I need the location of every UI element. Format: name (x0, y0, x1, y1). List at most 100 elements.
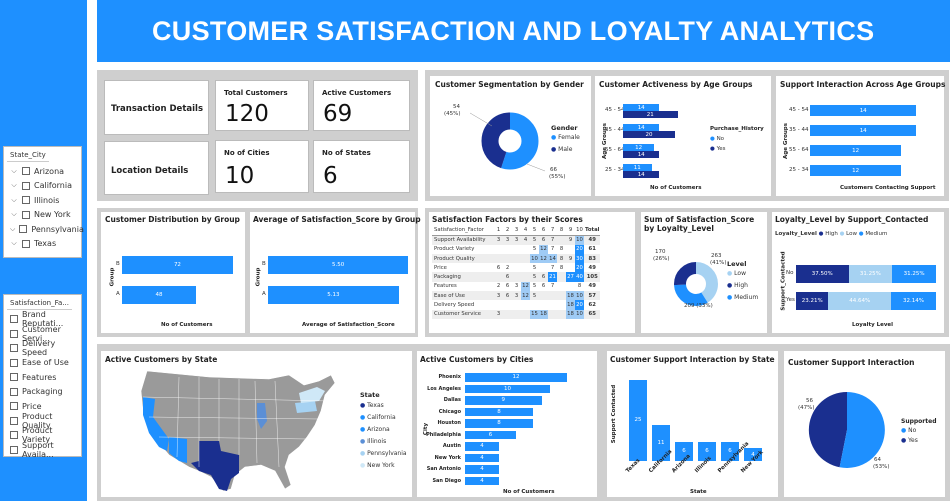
chevron-icon[interactable]: ⌵ (11, 239, 17, 248)
bar: 6 (465, 430, 516, 439)
table-cell: 7 (550, 264, 555, 271)
slicer-item[interactable]: Packaging (4, 385, 81, 400)
table-cell (494, 272, 503, 281)
table-cell: 4 (523, 237, 528, 244)
header-banner: CUSTOMER SATISFACTION AND LOYALTY ANALYT… (97, 0, 950, 62)
support-state-chart: Customer Support Interaction by State Su… (607, 351, 778, 497)
factors-table: Satisfaction_Factor 1 2 3 4 5 6 7 8 9 10 Total Suppo… (432, 226, 601, 319)
slicer-item[interactable]: Support Availa... (4, 441, 81, 459)
slicer-item[interactable]: ⌵ Illinois (4, 193, 81, 208)
slicer-item[interactable]: Product Variety (4, 426, 81, 444)
slicer-item[interactable]: ⌵ New York (4, 208, 81, 223)
checkbox[interactable] (10, 387, 18, 396)
slicer-item[interactable]: Brand Reputati... (4, 310, 81, 328)
slicer-item[interactable]: ⌵ California (4, 179, 81, 194)
us-map (140, 370, 336, 492)
legend-female-label: Female (558, 134, 580, 141)
slicer-item[interactable]: Features (4, 370, 81, 385)
checkbox[interactable] (22, 167, 30, 176)
row-label: Product Variety (434, 246, 475, 253)
checkbox[interactable] (22, 239, 30, 248)
table-cell: 18 (566, 309, 575, 319)
checkbox[interactable] (10, 402, 18, 411)
cities-chart: Active Customers by Cities City Phoenix 1… (417, 351, 597, 497)
chevron-icon[interactable]: ⌵ (10, 224, 16, 233)
slicer-item[interactable]: Product Quality (4, 412, 81, 430)
slicer-item[interactable]: Ease of Use (4, 356, 81, 371)
legend-item: ● New York (360, 462, 395, 469)
table-cell (494, 300, 503, 309)
legend-title: Supported (901, 418, 937, 425)
slicer-item[interactable]: Price (4, 399, 81, 414)
row-label: Price (434, 264, 447, 271)
table-cell: 3 (496, 292, 501, 299)
bar-value: 20 (645, 131, 653, 138)
slicer-item[interactable]: ⌵ Arizona (4, 164, 81, 179)
chevron-icon[interactable]: ⌵ (11, 195, 17, 204)
checkbox[interactable] (19, 225, 28, 234)
checkbox[interactable] (10, 431, 18, 440)
state-city-slicer[interactable]: State_City ⌵ Arizona ⌵ California ⌵ Illinois ⌵… (3, 146, 84, 258)
row-total: 49 (588, 237, 596, 244)
slicer-item[interactable]: Customer Servi... (4, 325, 81, 343)
slicer-item[interactable]: ⌵ Pennsylvania (4, 222, 84, 237)
row-total: 61 (588, 246, 596, 253)
table-cell: 9 (568, 237, 573, 244)
checkbox[interactable] (22, 181, 30, 190)
table-row: Product Quality 10 12 14 8 9 30 83 (432, 253, 601, 264)
row-label: Delivery Speed (434, 302, 475, 309)
legend-medium: ● Medium (727, 294, 759, 301)
chevron-icon[interactable]: ⌵ (11, 210, 17, 219)
bar-value: 11 (657, 440, 665, 447)
legend-yes-label: Yes (908, 437, 918, 444)
table-row: Ease of Use 3 6 3 12 5 18 10 57 (432, 291, 601, 301)
state-map-card: Active Customers by State State ● Texas ●… (101, 351, 412, 497)
legend-title: State (360, 391, 380, 399)
table-cell (557, 272, 566, 281)
table-cell (530, 300, 539, 309)
checkbox[interactable] (10, 358, 18, 367)
checkbox[interactable] (10, 344, 18, 353)
chevron-icon[interactable]: ⌵ (11, 166, 17, 175)
segment-medium: 32.14% (890, 292, 936, 310)
row-total: 83 (588, 255, 596, 262)
slicer-item[interactable]: Delivery Speed (4, 339, 81, 357)
row-label: Support Availability (434, 237, 486, 244)
checkbox[interactable] (10, 445, 18, 454)
checkbox[interactable] (10, 315, 18, 324)
transaction-details-card: Transaction Details (104, 80, 209, 135)
legend-female: ● Female (551, 134, 580, 141)
checkbox[interactable] (10, 416, 18, 425)
table-cell: 2 (496, 283, 501, 290)
bar: 9 (465, 396, 542, 405)
gender-donut (469, 112, 546, 172)
column-header[interactable]: Satisfaction_Factor (432, 226, 494, 236)
checkbox[interactable] (22, 210, 30, 219)
legend-title: Purchase_History (710, 126, 764, 132)
row-label: Product Quality (434, 255, 475, 262)
table-cell: 6 (541, 274, 546, 281)
segment-low: 44.64% (828, 292, 891, 310)
location-details-card: Location Details (104, 141, 209, 195)
legend-label: Texas (367, 402, 384, 409)
slicer-item[interactable]: ⌵ Texas (4, 237, 81, 252)
table-cell: 12 (521, 291, 530, 301)
checkbox[interactable] (10, 373, 18, 382)
table-cell (557, 282, 566, 291)
checkbox[interactable] (22, 196, 30, 205)
table-cell: 10 (530, 253, 539, 264)
gender-chart: Customer Segmentation by Gender 54 (45%)… (430, 76, 591, 196)
legend-medium-label: Medium (734, 294, 759, 301)
bar: 5.50 (268, 256, 409, 274)
segment-value: 44.64% (849, 298, 871, 304)
bar-value: 5.50 (332, 262, 345, 268)
satisfaction-factor-slicer[interactable]: Satisfaction_Fa... Brand Reputati... Cust… (3, 294, 82, 459)
chevron-icon[interactable]: ⌵ (11, 181, 17, 190)
checkbox[interactable] (10, 329, 18, 338)
x-axis-label: Average of Satisfaction_Score (302, 322, 395, 328)
table-cell: 18 (539, 309, 548, 319)
segment-value: 37.50% (811, 271, 833, 277)
table-cell (512, 310, 521, 319)
bar-no: 14 (623, 104, 660, 111)
table-cell: 10 (575, 235, 584, 245)
